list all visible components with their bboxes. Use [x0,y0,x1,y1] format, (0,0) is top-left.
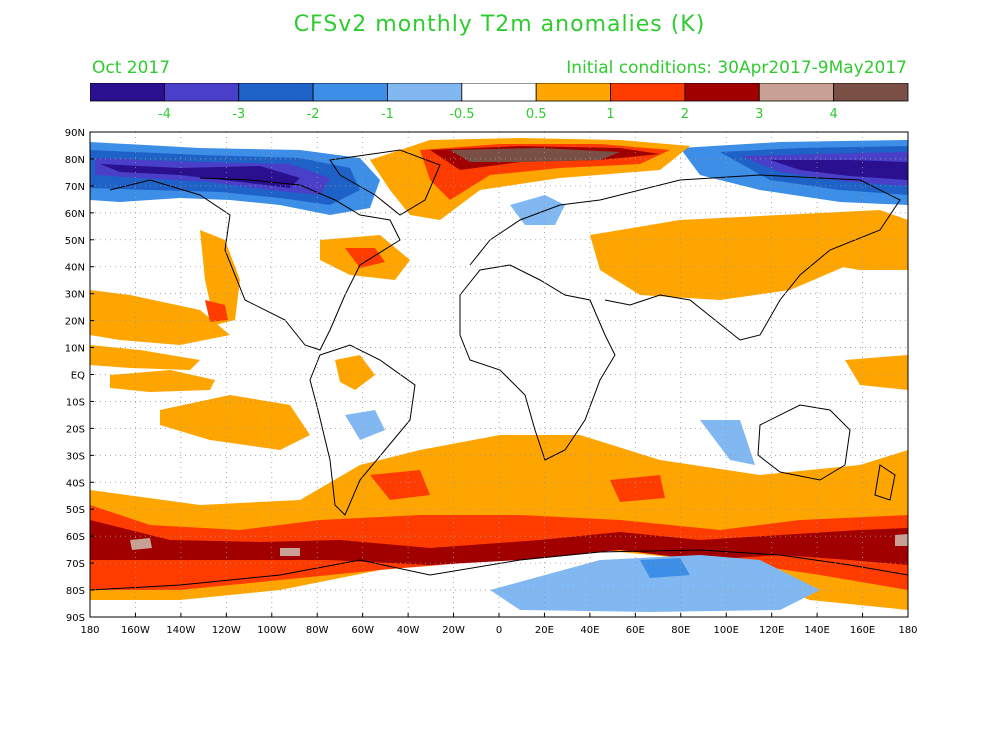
anomaly-warm-se-pacific [160,395,310,450]
lon-tick-label: 0 [496,625,502,636]
anomaly-warm-southern-ocean-peak-2 [280,548,300,556]
anomaly-warm-southern-ocean-peak-3 [895,534,908,546]
lon-tick-label: 80W [306,625,329,636]
lat-tick-label: 80N [65,155,85,166]
asia-outline [599,174,901,341]
colorbar-swatch [387,83,463,102]
lat-tick-label: 30S [66,451,85,462]
new-zealand-outline [874,464,896,501]
greenland-outline [329,149,441,216]
lon-tick-label: 40E [580,625,599,636]
colorbar-swatch [758,83,835,102]
anomaly-warm-north-pacific [90,290,230,345]
colorbar-swatch [535,83,611,102]
lat-tick-label: 70S [66,559,85,570]
lon-tick-label: 80E [671,625,690,636]
chart-title: CFSv2 monthly T2m anomalies (K) [293,12,706,37]
lat-tick-label: 50N [65,236,85,247]
colorbar-tick-label: 2 [681,107,689,122]
lon-tick-label: 100W [257,625,286,636]
anomaly-cold-australia-west [700,420,755,465]
lat-tick-label: 90N [65,128,85,139]
lon-tick-label: 120W [212,625,241,636]
anomaly-warm-sw-pacific [845,355,908,390]
lat-tick-label: 20N [65,317,85,328]
coastlines [90,149,908,591]
lon-tick-label: 100E [714,625,739,636]
australia-outline [757,404,851,481]
anomaly-warm-indian-ocean-south [610,475,665,502]
colorbar-tick-label: 3 [755,107,763,122]
anomaly-warm-east-asia [780,210,908,270]
lat-tick-label: 20S [66,424,85,435]
colorbar-swatch [461,83,537,102]
lon-axis-labels: 180 160W 140W 120W 100W 80W 60W 40W 20W 0 20E 40E 60… [80,613,918,636]
lat-tick-label: 60N [65,209,85,220]
colorbar-tick-label: -4 [158,107,171,122]
colorbar-swatch [833,83,909,102]
lat-tick-label: 80S [66,586,85,597]
colorbar-tick-label: 4 [829,107,837,122]
lon-tick-label: 160E [850,625,875,636]
lon-tick-label: 60E [626,625,645,636]
lat-tick-label: 60S [66,532,85,543]
lat-tick-label: EQ [71,371,85,382]
colorbar-legend: -4 -3 -2 -1 -0.5 0.5 1 2 3 4 [90,83,909,122]
anomaly-cold-south-america [345,410,385,440]
colorbar-tick-label: -2 [307,107,320,122]
colorbar-swatch [684,83,760,102]
anomaly-warm-east-pacific [110,370,215,392]
lon-tick-label: 20E [535,625,554,636]
anomaly-warm-southern-ocean-peak-1 [130,538,152,550]
anomaly-cold-siberia-peak [770,160,908,180]
north-america-outline [109,177,401,351]
colorbar-tick-label: 1 [606,107,614,122]
lat-tick-label: 90S [66,613,85,624]
colorbar-tick-label: 0.5 [526,107,547,122]
lat-tick-label: 10S [66,397,85,408]
anomaly-cold-antarctica-core [640,558,690,578]
colorbar-swatch [163,83,240,102]
anomaly-warm-barents-peak [450,148,620,162]
colorbar-tick-label: -0.5 [449,107,474,122]
lat-tick-label: 10N [65,344,85,355]
anomaly-warm-west-coast-core [205,300,228,322]
lon-tick-label: 20W [442,625,465,636]
anomaly-cold-antarctica-outer [490,555,820,612]
lat-tick-label: 40N [65,263,85,274]
lat-tick-label: 40S [66,478,85,489]
south-america-outline [309,344,416,516]
europe-africa-outline [459,199,616,461]
lon-tick-label: 180 [80,625,99,636]
graticule [90,132,908,617]
anomaly-warm-equatorial-pacific [90,345,200,370]
colorbar-swatch [238,83,314,102]
colorbar-tick-label: -3 [232,107,245,122]
anomaly-cold-canada-peak [100,164,300,188]
anomaly-warm-amazon [335,355,375,390]
antarctica-outline [90,549,908,591]
anomaly-cold-scandinavia [510,195,565,225]
lon-tick-label: 140E [804,625,829,636]
valid-month-label: Oct 2017 [92,58,171,78]
lon-tick-label: 180 [898,625,917,636]
colorbar-swatch [610,83,686,102]
lon-tick-label: 140W [166,625,195,636]
lon-tick-label: 40W [397,625,420,636]
lon-tick-label: 160W [121,625,150,636]
lat-tick-label: 30N [65,290,85,301]
initial-conditions-label: Initial conditions: 30Apr2017-9May2017 [566,58,907,78]
colorbar-swatch [90,83,165,102]
lon-tick-label: 120E [759,625,784,636]
colorbar-swatch [312,83,388,102]
anomaly-warm-indian-ocean-core [370,470,430,500]
colorbar-tick-label: -1 [381,107,394,122]
lat-tick-label: 70N [65,182,85,193]
lat-tick-label: 50S [66,505,85,516]
anomaly-map: 90N 80N 70N 60N 50N 40N 30N 20N 10N EQ 10S 20S 30S 40… [65,128,918,636]
anomaly-warm-east-na-core [345,248,385,268]
lat-axis-labels: 90N 80N 70N 60N 50N 40N 30N 20N 10N EQ 10S 20S 30S 40… [65,128,94,624]
lon-tick-label: 60W [351,625,374,636]
